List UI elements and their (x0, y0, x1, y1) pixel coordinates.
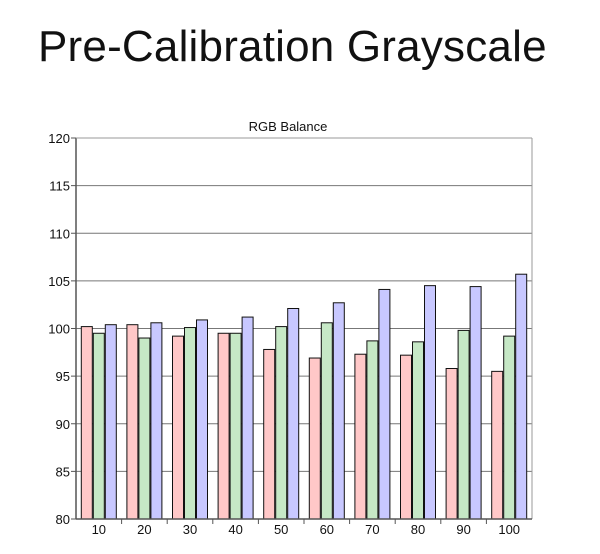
bar (308, 357, 321, 520)
x-tick-label: 10 (92, 522, 106, 537)
bar (366, 340, 379, 520)
x-tick-label: 20 (137, 522, 151, 537)
x-tick-label: 70 (365, 522, 379, 537)
chart-title: RGB Balance (249, 119, 328, 134)
bar (275, 326, 288, 520)
x-tick-label: 100 (498, 522, 520, 537)
bar (515, 273, 528, 520)
bar (424, 285, 436, 520)
bar (104, 324, 117, 520)
x-tick-label: 80 (411, 522, 425, 537)
bar (503, 335, 516, 520)
bar (378, 288, 391, 520)
y-tick-label: 80 (56, 512, 70, 527)
bar (320, 322, 333, 520)
bar (229, 332, 242, 520)
x-tick-label: 60 (320, 522, 334, 537)
x-tick-label: 40 (228, 522, 242, 537)
x-tick-label: 50 (274, 522, 288, 537)
bar (457, 329, 470, 520)
bar (150, 322, 163, 520)
x-tick-label: 90 (456, 522, 470, 537)
axes: 80 85 90 95 100 105 110 115 120 10 20 30 40 50 60 70 80 9… (48, 131, 533, 537)
y-tick-label: 105 (48, 274, 70, 289)
bar (332, 302, 345, 520)
bar (196, 319, 208, 520)
bar (138, 337, 151, 520)
bars (80, 273, 528, 520)
bar (184, 327, 196, 520)
bar (241, 316, 254, 520)
bar (412, 341, 424, 520)
bar (287, 307, 300, 520)
y-tick-label: 120 (48, 131, 70, 146)
bar (172, 335, 184, 520)
y-tick-label: 110 (49, 226, 70, 241)
y-tick-label: 85 (56, 464, 70, 479)
y-tick-label: 100 (48, 322, 70, 337)
y-tick-label: 115 (49, 179, 70, 194)
x-tick-label: 30 (183, 522, 197, 537)
page-title: Pre-Calibration Grayscale (38, 22, 547, 71)
y-tick-label: 95 (56, 369, 70, 384)
bar (400, 354, 412, 520)
bar (354, 353, 367, 520)
bar (92, 332, 105, 520)
y-tick-label: 90 (56, 417, 70, 432)
bar (491, 370, 504, 520)
bar (263, 348, 276, 520)
bar (217, 332, 230, 520)
bar (469, 286, 482, 520)
bar (126, 324, 139, 520)
bar (80, 326, 93, 520)
bar (445, 368, 458, 520)
